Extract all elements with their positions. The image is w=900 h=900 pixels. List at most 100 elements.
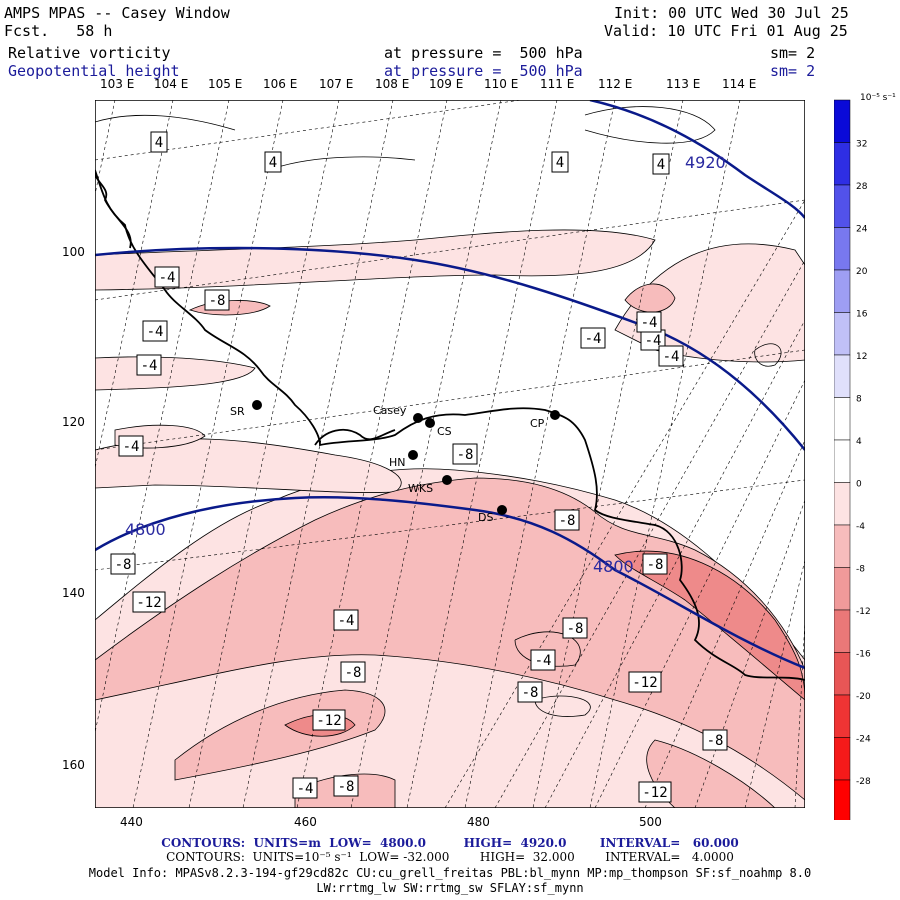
colorbar-tick: -32 (856, 820, 871, 821)
vorticity-fill-light-band (95, 438, 402, 493)
vorticity-label: -8 (647, 557, 664, 573)
colorbar-tick: 0 (856, 480, 862, 490)
longitude-label: 111 E (540, 77, 575, 91)
colorbar-box (834, 779, 851, 820)
height-contour-label: 4920 (685, 153, 726, 172)
vorticity-label: -12 (642, 785, 667, 801)
colorbar-tick: 8 (856, 395, 862, 405)
vorticity-label: -8 (209, 293, 226, 309)
longitude-label: 103 E (100, 77, 135, 91)
colorbar-box (834, 524, 851, 568)
vorticity-label-box (702, 729, 728, 751)
vorticity-label: -8 (559, 513, 576, 529)
colorbar-tick: 12 (856, 352, 867, 362)
vorticity-label: -4 (141, 358, 158, 374)
longitude-label: 109 E (429, 77, 464, 91)
y-tick-label: 160 (62, 758, 85, 772)
vorticity-label: 4 (657, 157, 665, 173)
station-dot (413, 413, 423, 423)
colorbar-box (834, 354, 851, 398)
vorticity-label-box (636, 311, 662, 333)
vorticity-label-box (312, 709, 346, 731)
longitude-label: 113 E (666, 77, 701, 91)
station-label: DS (478, 511, 493, 524)
colorbar-tick: 24 (856, 225, 868, 235)
vorticity-label: -12 (632, 675, 657, 691)
forecast-hour: Fcst. 58 h (4, 22, 113, 40)
height-contour-4920 (95, 246, 805, 451)
colorbar-tick: -8 (856, 565, 865, 575)
vorticity-label-box (110, 553, 136, 575)
vorticity-label: 4 (155, 135, 163, 151)
vorticity-label: -8 (338, 779, 355, 795)
vorticity-label-box (580, 327, 606, 349)
station-dot (408, 450, 418, 460)
field2-level: at pressure = 500 hPa (384, 62, 583, 80)
vorticity-label-box (452, 443, 478, 465)
longitude-label: 114 E (722, 77, 757, 91)
height-contour-label: 4800 (593, 557, 634, 576)
y-tick-label: 140 (62, 586, 85, 600)
colorbar: 32 28 24 20 16 12 8 4 0 -4 -8 -12 -16 -20 -24 -28 -32 10… (834, 93, 896, 821)
footer-model-info: Model Info: MPASv8.2.3-194-gf29cd82c CU:… (88, 866, 812, 880)
height-contour-label: 4800 (125, 520, 166, 539)
vorticity-label-box (517, 681, 543, 703)
vorticity-contour (95, 106, 782, 717)
vorticity-fill-mid-ne (624, 283, 676, 313)
y-tick-label: 120 (62, 415, 85, 429)
vorticity-label: -8 (345, 665, 362, 681)
colorbar-tick: 16 (856, 310, 868, 320)
colorbar-unit: 10⁻⁵ s⁻¹ (860, 93, 896, 103)
station-dot (425, 418, 435, 428)
vorticity-label: -8 (115, 557, 132, 573)
colorbar-tick: -16 (856, 650, 871, 660)
vorticity-label: 4 (556, 155, 564, 171)
vorticity-label: -12 (316, 713, 341, 729)
footer-model-info-2: LW:rrtmg_lw SW:rrtmg_sw SFLAY:sf_mynn (316, 881, 584, 895)
colorbar-box (834, 397, 851, 441)
station-label: SR (230, 405, 245, 418)
longitude-label: 106 E (263, 77, 298, 91)
x-tick-label: 500 (639, 815, 662, 829)
height-labels: 4920 4800 4800 (125, 153, 726, 576)
height-contour-4800 (95, 496, 805, 670)
vorticity-label-box (562, 617, 588, 639)
footer-height-contours: CONTOURS: UNITS=m LOW= 4800.0 HIGH= 4920… (161, 836, 739, 850)
colorbar-box (834, 439, 851, 483)
colorbar-box (834, 184, 851, 228)
field1-name: Relative vorticity (8, 44, 171, 62)
vorticity-label-box (264, 151, 282, 173)
station-dot (442, 475, 452, 485)
vorticity-label: -4 (663, 349, 680, 365)
vorticity-label-box (551, 151, 569, 173)
vorticity-label-box (150, 131, 168, 153)
vorticity-label: -4 (338, 613, 355, 629)
station-label: HN (389, 456, 406, 469)
vorticity-label-box (628, 671, 662, 693)
vorticity-label-box (118, 435, 144, 457)
colorbar-box (834, 737, 851, 781)
vorticity-label: -4 (645, 333, 662, 349)
field2-smoothing: sm= 2 (770, 62, 816, 80)
vorticity-fill-light-north (95, 229, 656, 291)
init-time: Init: 00 UTC Wed 30 Jul 25 (614, 4, 849, 22)
colorbar-tick: 28 (856, 182, 868, 192)
longitude-label: 112 E (598, 77, 633, 91)
vorticity-labels: 44 4 4-4-8-4-4-4 -8-4 -4-4-4-8-8-12-8-8-4-4-… (110, 131, 728, 803)
vorticity-label: -12 (136, 595, 161, 611)
vorticity-label: -8 (522, 685, 539, 701)
colorbar-ticks: 32 28 24 20 16 12 8 4 0 -4 -8 -12 -16 -20 -24 -28 -32 (856, 140, 871, 821)
station-dot (497, 505, 507, 515)
vorticity-label-box (340, 661, 366, 683)
vorticity-label: -4 (641, 315, 658, 331)
vorticity-label-box (638, 781, 672, 803)
longitude-label: 104 E (154, 77, 189, 91)
vorticity-label-box (136, 354, 162, 376)
vorticity-label: -4 (297, 781, 314, 797)
colorbar-box (834, 99, 851, 143)
x-tick-label: 480 (467, 815, 490, 829)
longitude-label: 105 E (208, 77, 243, 91)
vorticity-label-box (292, 777, 318, 799)
vorticity-label-box (333, 775, 359, 797)
